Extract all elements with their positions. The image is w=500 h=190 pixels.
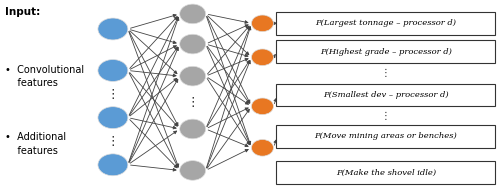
Ellipse shape <box>252 15 274 32</box>
Ellipse shape <box>98 18 128 40</box>
Text: ⋮: ⋮ <box>106 88 119 101</box>
Text: Input:: Input: <box>4 7 40 17</box>
FancyBboxPatch shape <box>276 161 496 184</box>
Ellipse shape <box>98 154 128 176</box>
Ellipse shape <box>180 34 206 54</box>
Text: P(Move mining areas or benches): P(Move mining areas or benches) <box>314 132 457 140</box>
Text: ⋮: ⋮ <box>381 111 390 121</box>
Ellipse shape <box>180 161 206 180</box>
Ellipse shape <box>98 107 128 129</box>
FancyBboxPatch shape <box>276 125 496 148</box>
Ellipse shape <box>180 119 206 139</box>
Text: P(Highest grade – processor d): P(Highest grade – processor d) <box>320 48 452 56</box>
Ellipse shape <box>180 66 206 86</box>
Ellipse shape <box>252 49 274 66</box>
Ellipse shape <box>252 139 274 156</box>
Ellipse shape <box>252 98 274 115</box>
FancyBboxPatch shape <box>276 40 496 63</box>
FancyBboxPatch shape <box>276 84 496 106</box>
FancyBboxPatch shape <box>276 12 496 35</box>
Text: P(Smallest dev – processor d): P(Smallest dev – processor d) <box>323 91 448 99</box>
Text: •  Additional
    features: • Additional features <box>4 132 66 156</box>
Ellipse shape <box>98 59 128 82</box>
Ellipse shape <box>180 4 206 24</box>
Text: ⋮: ⋮ <box>106 135 119 148</box>
Text: ⋮: ⋮ <box>381 68 390 78</box>
Text: ⋮: ⋮ <box>186 96 199 109</box>
Text: P(Largest tonnage – processor d): P(Largest tonnage – processor d) <box>316 19 456 27</box>
Text: •  Convolutional
    features: • Convolutional features <box>4 65 84 88</box>
Text: P(Make the shovel idle): P(Make the shovel idle) <box>336 168 436 176</box>
